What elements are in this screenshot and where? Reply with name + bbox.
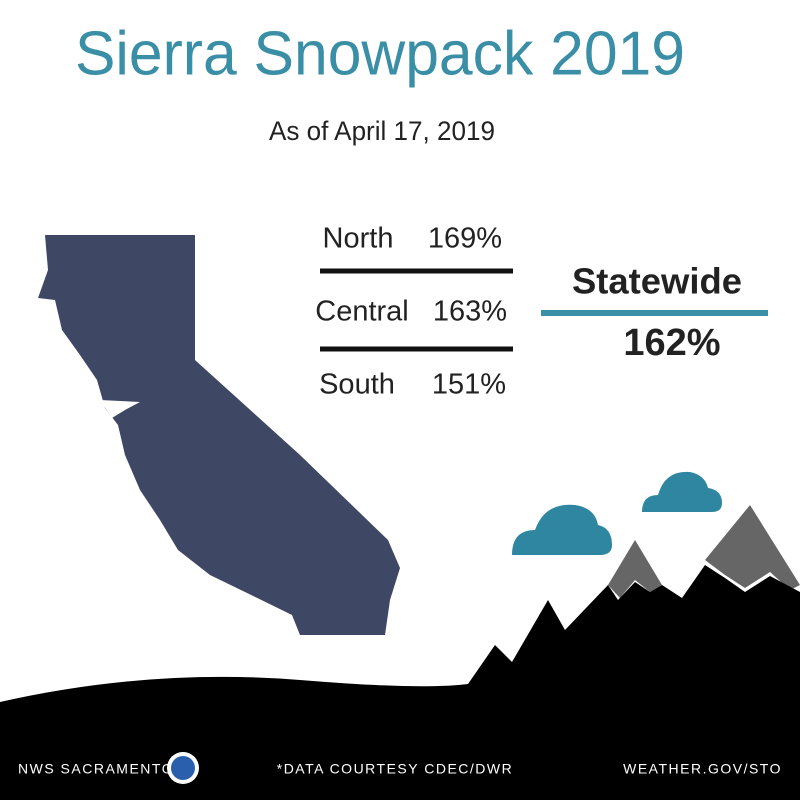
title: Sierra Snowpack 2019 (75, 19, 685, 88)
cloud (642, 471, 722, 512)
california-map (38, 235, 400, 635)
region-value: 163% (433, 296, 507, 328)
cloud (512, 504, 612, 555)
region-value: 151% (432, 369, 506, 401)
statewide-label: Statewide (572, 261, 742, 302)
footer-right: WEATHER.GOV/STO (623, 761, 782, 777)
mountains (0, 565, 800, 800)
nws-logo-inner (171, 756, 195, 780)
snow-cap (705, 505, 800, 590)
footer-center: *DATA COURTESY CDEC/DWR (277, 761, 514, 777)
region-value: 169% (428, 223, 502, 255)
region-name: South (319, 369, 395, 401)
region-name: North (323, 223, 394, 255)
clouds (512, 471, 722, 555)
snow-cap (608, 540, 662, 598)
region-name: Central (315, 296, 409, 328)
footer-left: NWS SACRAMENTO (18, 761, 174, 777)
subtitle: As of April 17, 2019 (269, 116, 495, 146)
bay (100, 400, 140, 418)
statewide-value: 162% (623, 322, 720, 364)
